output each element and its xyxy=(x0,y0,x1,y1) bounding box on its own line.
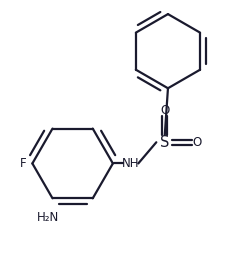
Text: H₂N: H₂N xyxy=(37,211,59,224)
Text: F: F xyxy=(19,157,26,170)
Text: O: O xyxy=(191,136,200,149)
Text: S: S xyxy=(159,135,169,150)
Text: O: O xyxy=(159,104,169,117)
Text: NH: NH xyxy=(122,157,139,170)
